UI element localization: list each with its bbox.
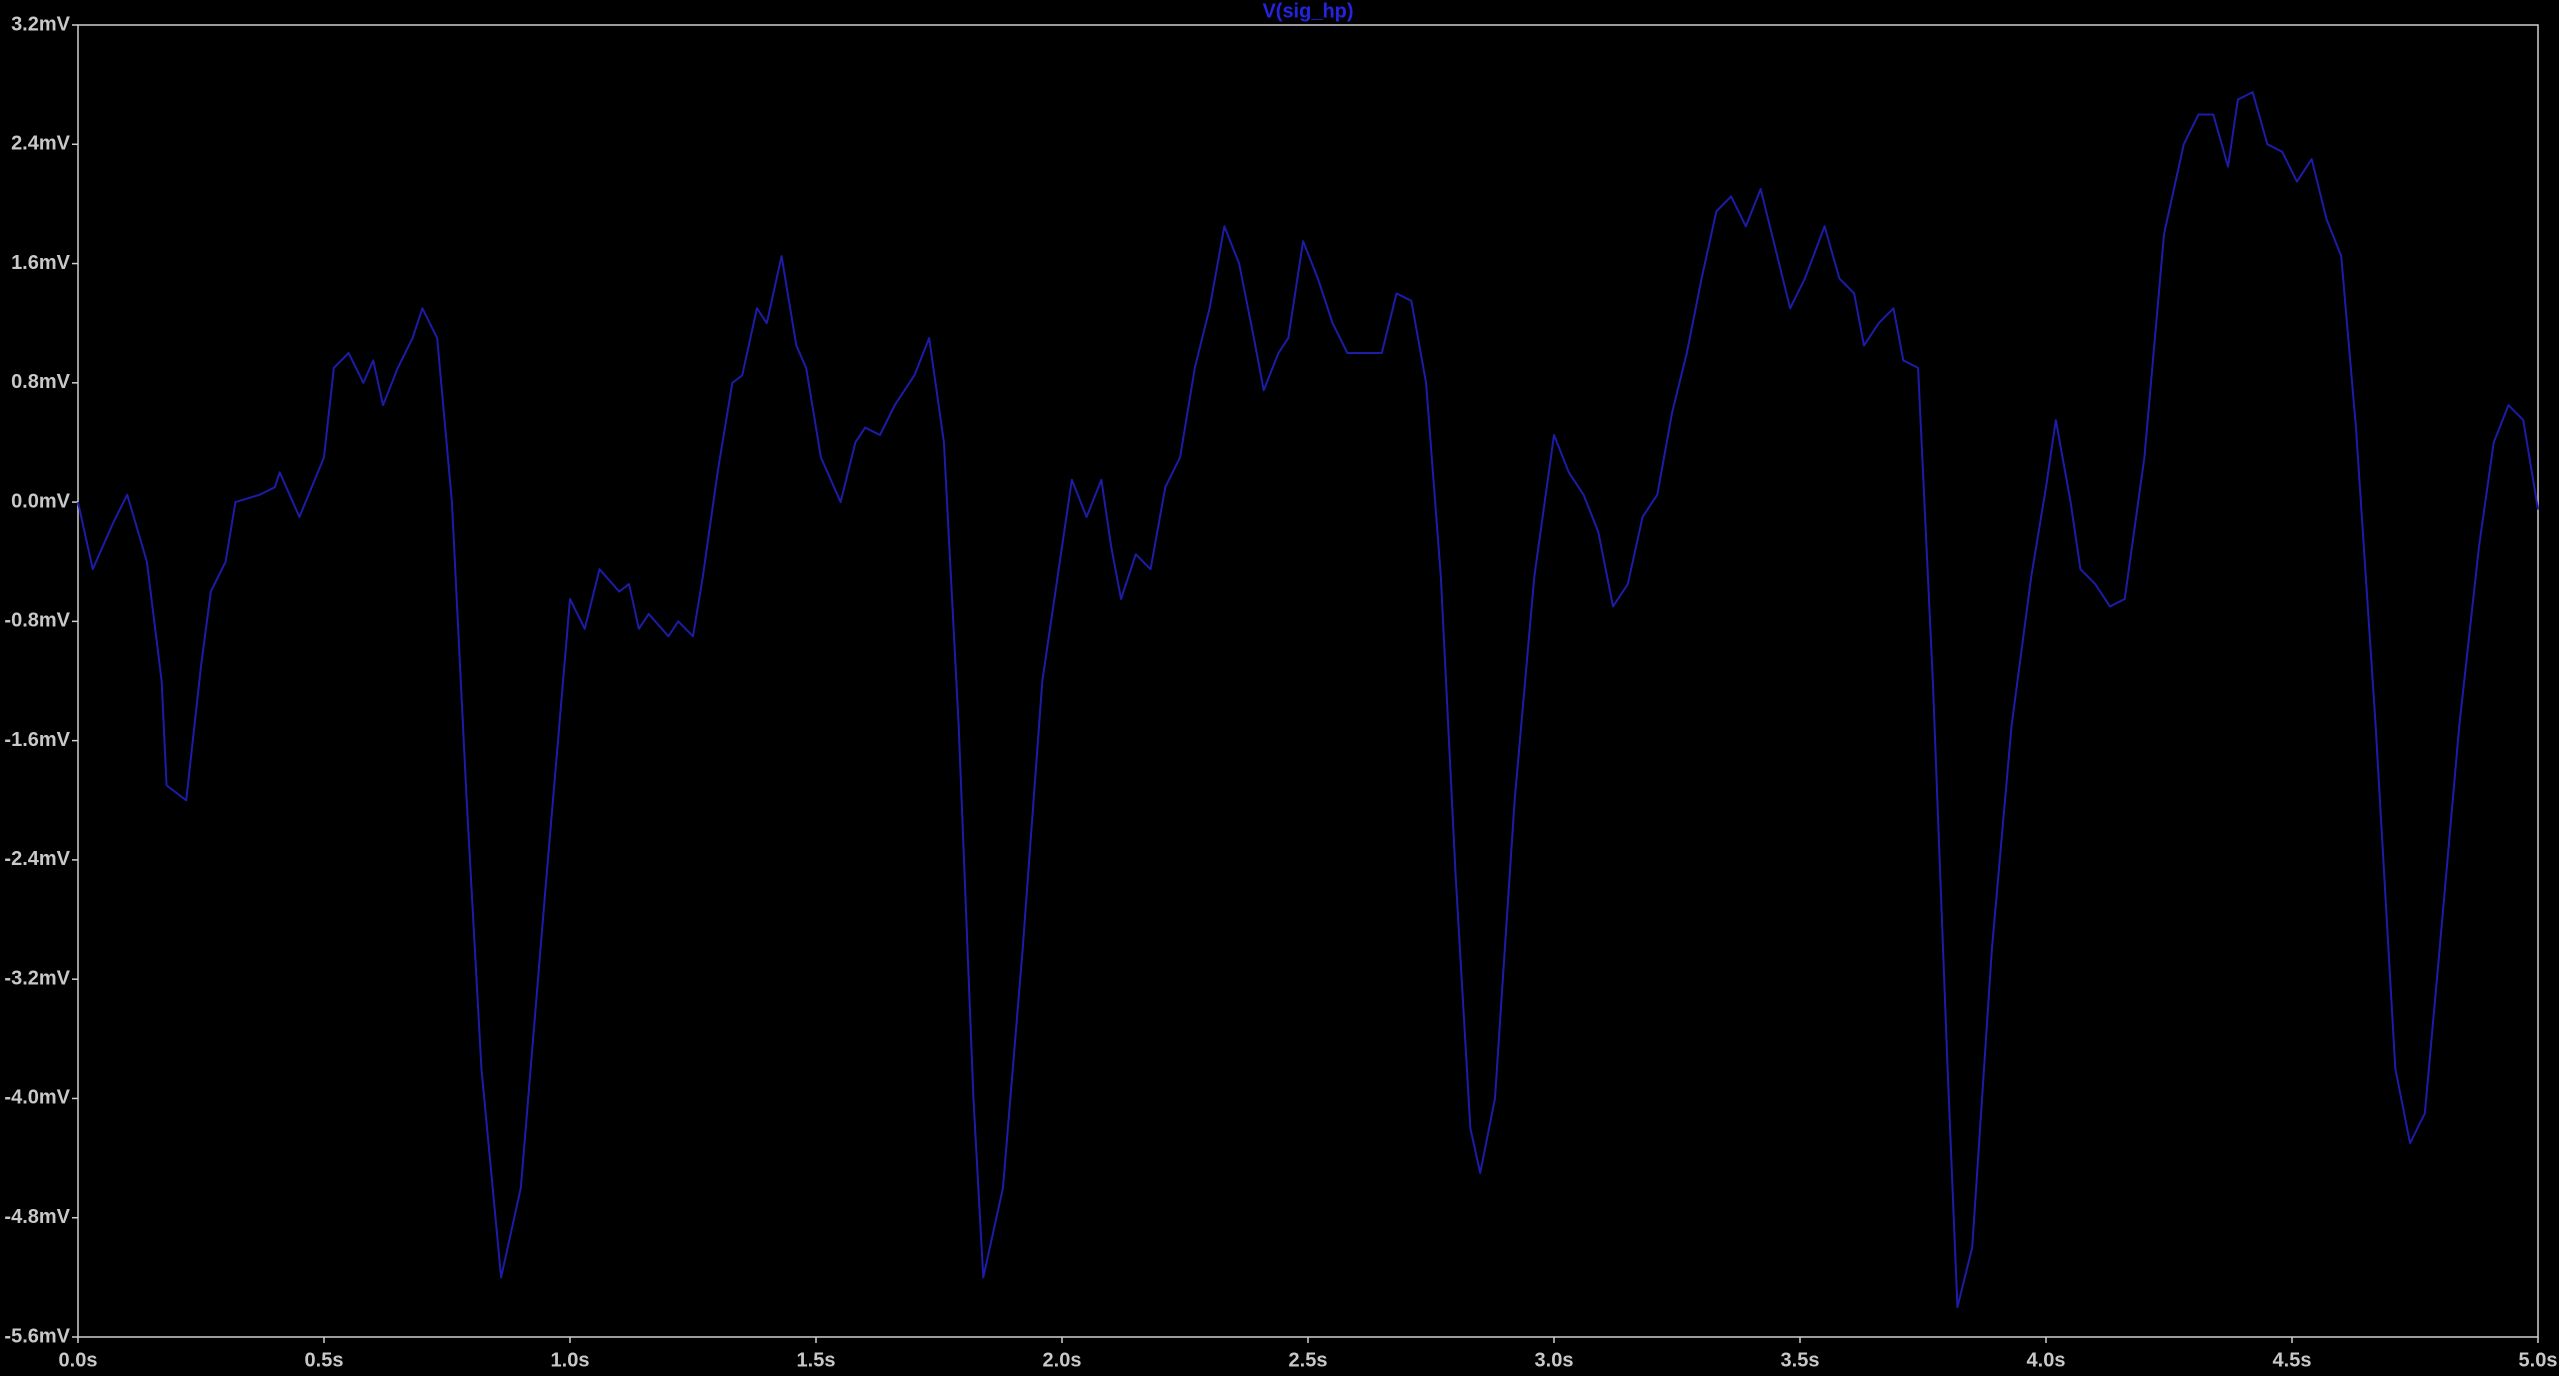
x-tick-label: 4.5s xyxy=(2273,1349,2312,1371)
y-tick-label: -4.0mV xyxy=(4,1087,70,1109)
x-tick-label: 0.0s xyxy=(59,1349,98,1371)
x-tick-label: 5.0s xyxy=(2519,1349,2558,1371)
x-tick-label: 1.0s xyxy=(551,1349,590,1371)
y-tick-label: -2.4mV xyxy=(4,848,70,870)
y-tick-label: -3.2mV xyxy=(4,967,70,989)
y-tick-label: 1.6mV xyxy=(11,252,71,274)
y-tick-label: -1.6mV xyxy=(4,729,70,751)
y-tick-label: 0.0mV xyxy=(11,490,71,512)
y-tick-label: 0.8mV xyxy=(11,371,71,393)
trace-line xyxy=(77,91,2539,1309)
y-tick-label: -5.6mV xyxy=(4,1325,70,1347)
y-tick-label: 2.4mV xyxy=(11,133,71,155)
x-tick-label: 3.5s xyxy=(1781,1349,1820,1371)
x-tick-label: 4.0s xyxy=(2027,1349,2066,1371)
y-tick-label: 3.2mV xyxy=(11,13,71,35)
x-tick-label: 2.5s xyxy=(1289,1349,1328,1371)
x-tick-label: 0.5s xyxy=(305,1349,344,1371)
trace-label: V(sig_hp) xyxy=(1262,0,1353,22)
x-tick-label: 1.5s xyxy=(797,1349,836,1371)
x-tick-label: 3.0s xyxy=(1535,1349,1574,1371)
y-tick-label: -4.8mV xyxy=(4,1206,70,1228)
y-tick-label: -0.8mV xyxy=(4,610,70,632)
x-tick-label: 2.0s xyxy=(1043,1349,1082,1371)
plot-frame xyxy=(77,24,2539,1338)
